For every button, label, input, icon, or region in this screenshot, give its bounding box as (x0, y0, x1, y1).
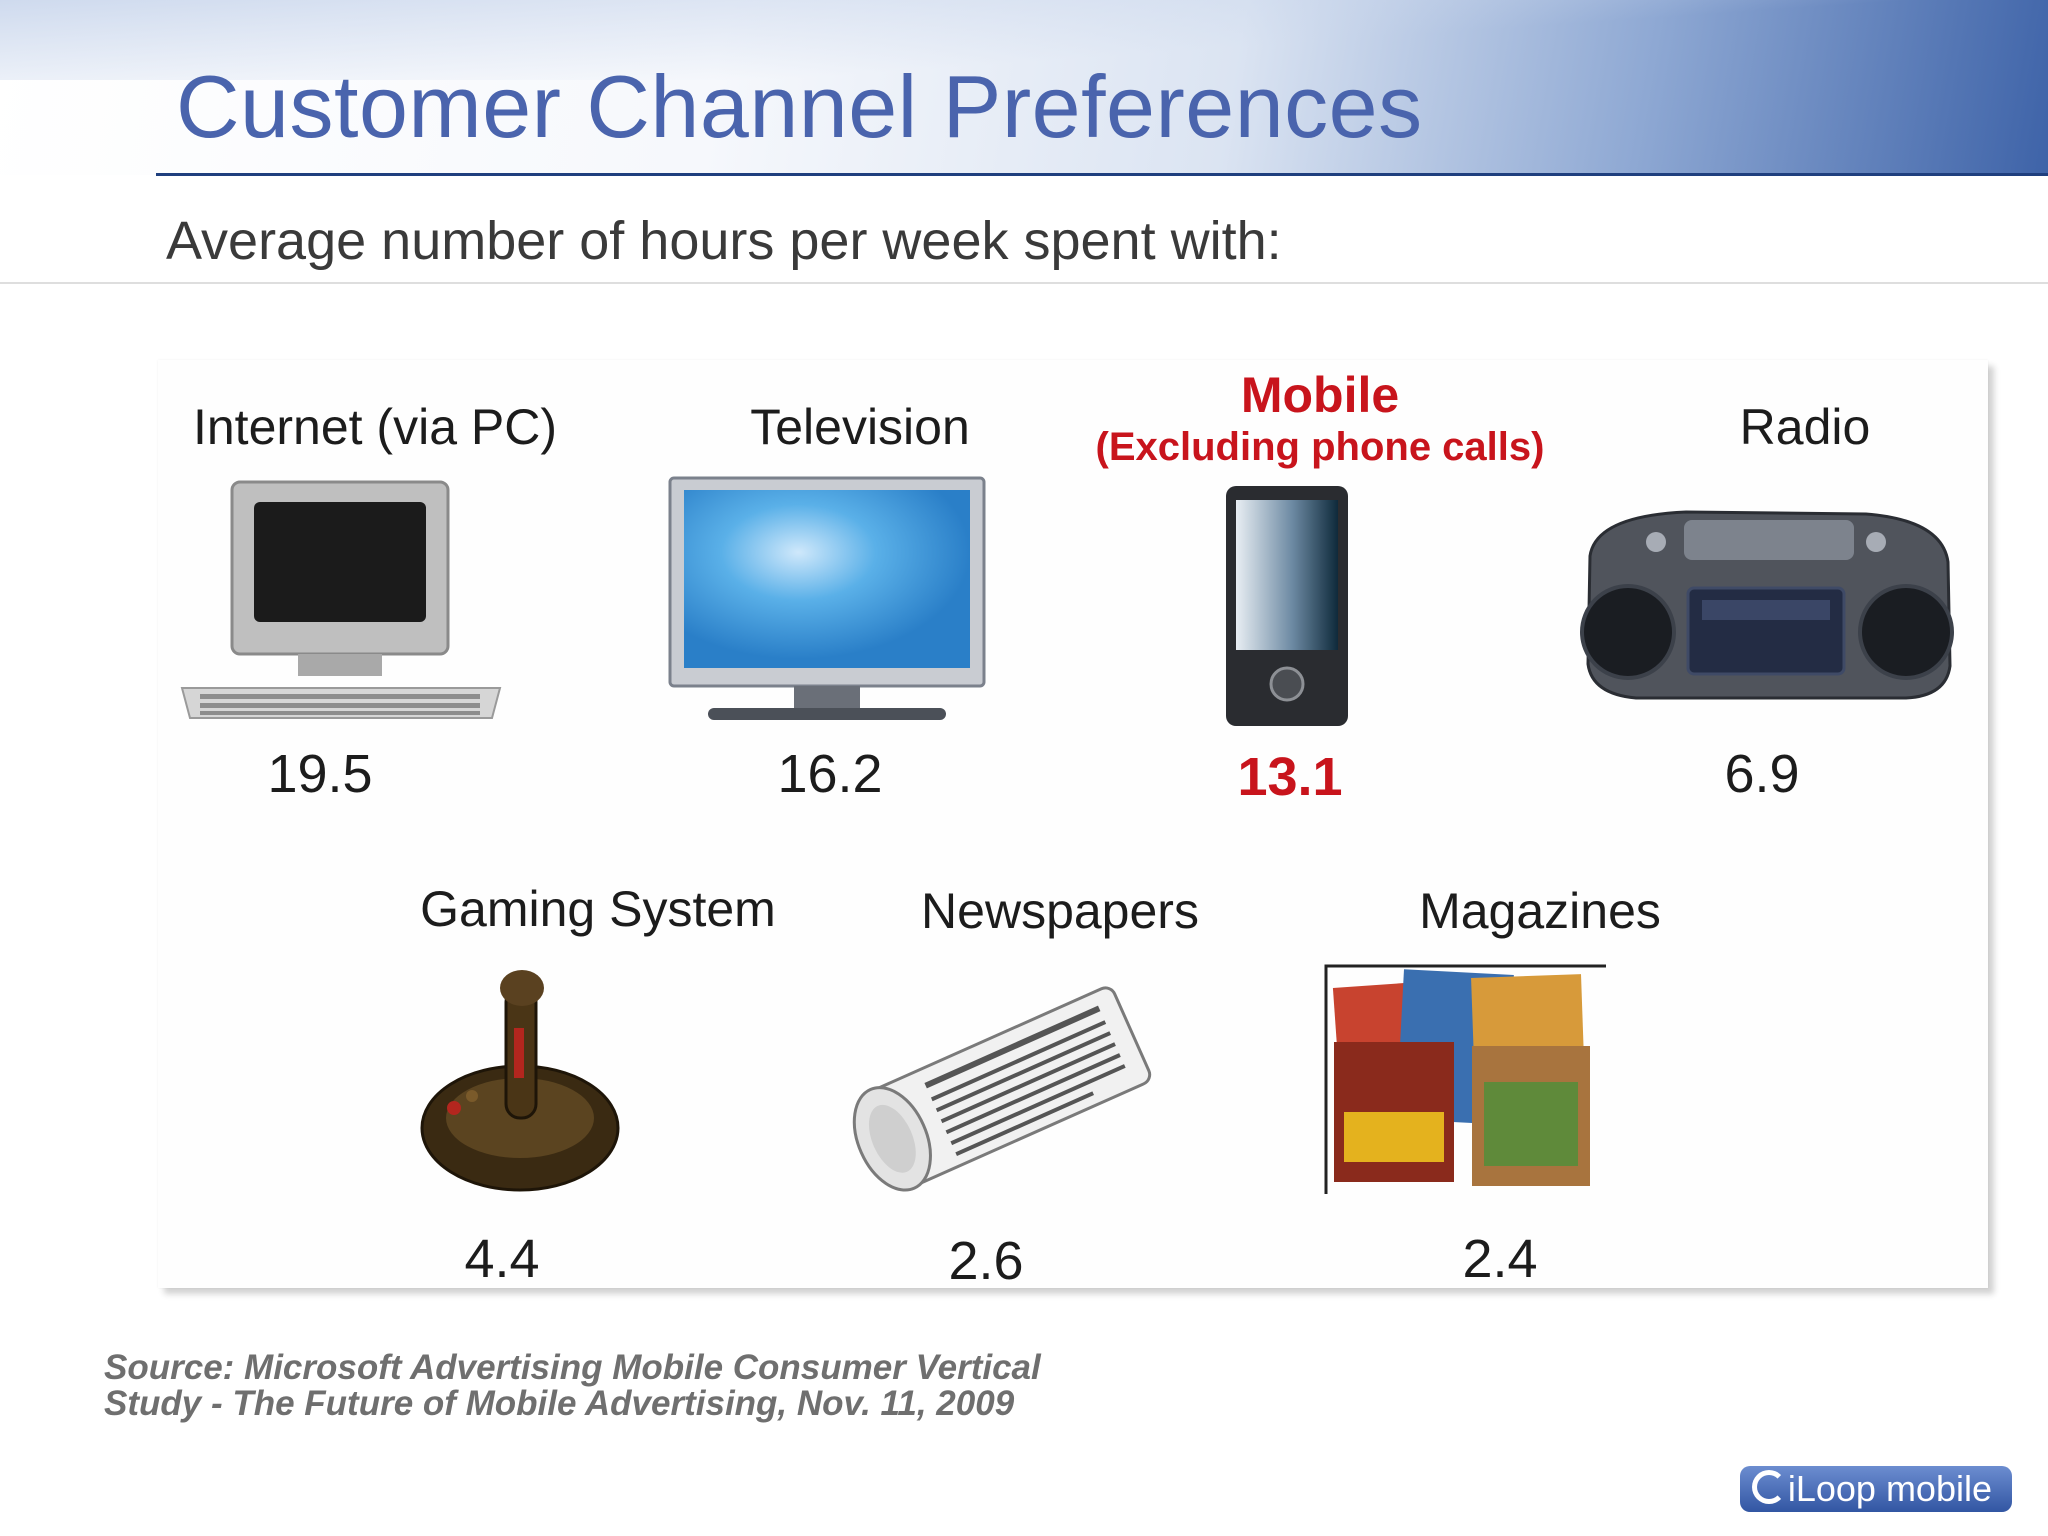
channel-label-mobile: Mobile (1240, 367, 1400, 423)
source-line-2: Study - The Future of Mobile Advertising… (104, 1384, 1015, 1423)
channel-value-magazines: 2.4 (1462, 1229, 1538, 1289)
rolled-newspaper-icon (852, 986, 1152, 1192)
logo-text: iLoop mobile (1787, 1468, 1992, 1509)
header-swoosh (0, 0, 2048, 80)
source-line-1: Source: Microsoft Advertising Mobile Con… (104, 1348, 1041, 1387)
source-citation: Source: Microsoft Advertising Mobile Con… (104, 1350, 1041, 1422)
channel-label-newspapers: Newspapers (921, 883, 1199, 939)
slide-subtitle: Average number of hours per week spent w… (166, 211, 1282, 271)
channel-label-gaming: Gaming System (420, 881, 776, 937)
subtitle-divider (0, 282, 2048, 284)
channel-value-television: 16.2 (777, 744, 883, 804)
channel-label-radio: Radio (1739, 399, 1871, 455)
channel-value-mobile: 13.1 (1237, 747, 1343, 807)
channel-value-internet: 19.5 (267, 744, 373, 804)
magazine-stack-icon (1324, 964, 1606, 1194)
title-divider (156, 173, 2048, 176)
slide-title: Customer Channel Preferences (176, 57, 1423, 156)
channel-label-television: Television (750, 399, 970, 455)
channel-label-magazines: Magazines (1419, 883, 1661, 939)
swirl-icon (1752, 1470, 1786, 1504)
desktop-computer-icon (180, 480, 502, 719)
boombox-radio-icon (1580, 510, 1954, 700)
channel-note-mobile: (Excluding phone calls) (1095, 425, 1545, 469)
joystick-icon (420, 970, 620, 1192)
smartphone-icon (1226, 486, 1348, 726)
channel-value-gaming: 4.4 (464, 1229, 540, 1289)
channel-value-newspapers: 2.6 (948, 1231, 1024, 1291)
channel-label-internet: Internet (via PC) (192, 399, 557, 455)
iloop-mobile-logo: iLoop mobile (1740, 1466, 2012, 1512)
channel-value-radio: 6.9 (1724, 744, 1800, 804)
flat-screen-tv-icon (668, 476, 986, 720)
